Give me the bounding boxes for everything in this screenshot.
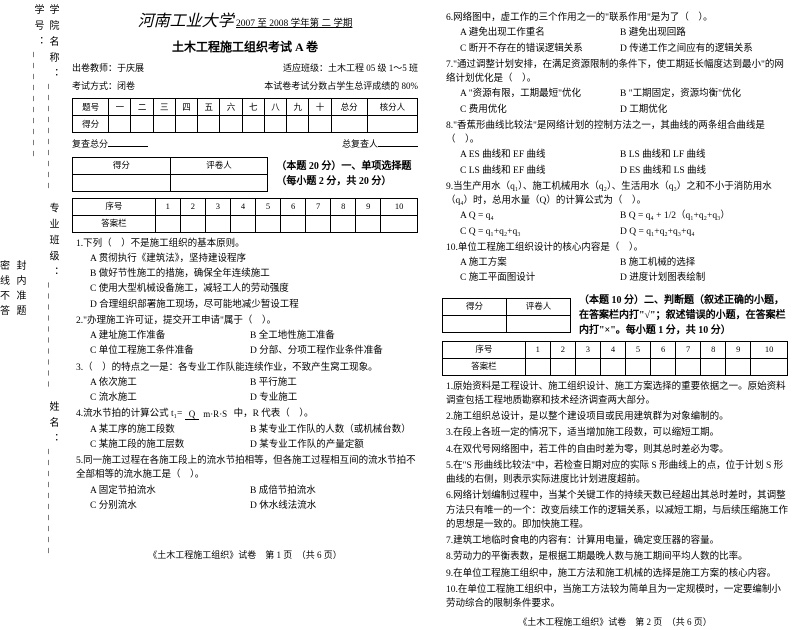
rubric-box-1: 得分评卷人 [72, 157, 268, 192]
q1-stem: 1.下列（ ）不是施工组织的基本原则。 [76, 237, 418, 251]
university-line: 河南工业大学 2007 至 2008 学年第 二 学期 [72, 10, 418, 34]
j10: 10.在单位工程施工组织中，当施工方法较为简单且为一定规模时，一定要编制小劳动综… [446, 583, 788, 612]
seal-line: 密 封 线 内 不 准 答 题 [0, 257, 30, 317]
answer-table-2: 序号12345678910 答案栏 [442, 341, 788, 376]
j9: 9.在单位工程施工组织中，施工方法和施工机械的选择是施工方案的核心内容。 [446, 567, 788, 581]
university-name: 河南工业大学 [138, 13, 234, 30]
page-2: 6.网络图中，虚工作的三个作用之一的"联系作用"是为了（ ）。 A 避免出现工作… [430, 0, 800, 566]
rubric-box-2: 得分评卷人 [442, 298, 571, 333]
q8-stem: 8."香蕉形曲线比较法"是网络计划的控制方法之一，其曲线的两条组合曲线是（ ）。 [446, 119, 788, 148]
q6-stem: 6.网络图中，虚工作的三个作用之一的"联系作用"是为了（ ）。 [446, 11, 788, 25]
section2-title: （本题 10 分）二、判断题（叙述正确的小题，在答案栏内打"√"；叙述错误的小题… [579, 293, 788, 338]
sidebar-fields: 学院名称：__________ 专业班级：__________ 姓名：_____… [30, 4, 60, 570]
q4-stem: 4.流水节拍的计算公式 t₁= Qm·R·S 中，R 代表（ ）。 [76, 407, 418, 421]
q3-stem: 3.（ ）的特点之一是：各专业工作队能连续作业，不致产生窝工现象。 [76, 361, 418, 375]
page-1: 河南工业大学 2007 至 2008 学年第 二 学期 土木工程施工组织考试 A… [60, 0, 430, 566]
exam-title: 土木工程施工组织考试 A 卷 [72, 38, 418, 56]
footer-2: 《土木工程施工组织》试卷 第 2 页 （共 6 页） [442, 612, 788, 630]
meta-row-2: 考试方式：闭卷 本试卷考试分数占学生总评成绩的 80% [72, 80, 418, 94]
method: 考试方式：闭卷 [72, 80, 135, 94]
score-table: 题号一二三四五六七八九十总分核分人 得分 [72, 98, 418, 133]
q7-stem: 7."通过调整计划安排，在满足资源限制的条件下，使工期延长幅度达到最小"的网络计… [446, 58, 788, 87]
teacher: 出卷教师：于庆展 [72, 62, 144, 76]
j5: 5.在"S 形曲线比较法"中，若检查日期对应的实际 S 形曲线上的点，位于计划 … [446, 459, 788, 488]
weight: 本试卷考试分数占学生总评成绩的 80% [264, 80, 418, 94]
review-row: 复查总分 总复查人 [72, 138, 418, 152]
class: 适应班级：土木工程 05 级 1～5 班 [283, 62, 418, 76]
j6: 6.网络计划编制过程中，当某个关键工作的持续天数已经超出其总时差时，其调整方法只… [446, 489, 788, 532]
binding-sidebar: 学院名称：__________ 专业班级：__________ 姓名：_____… [0, 0, 60, 574]
section1-title: （本题 20 分）一、单项选择题（每小题 2 分，共 20 分） [276, 159, 418, 189]
term-text: 2007 至 2008 学年第 二 学期 [236, 19, 352, 29]
j3: 3.在段上各班一定的情况下，适当增加施工段数，可以缩短工期。 [446, 426, 788, 440]
q2-stem: 2."办理施工许可证，提交开工申请"属于（ ）。 [76, 314, 418, 328]
j4: 4.在双代号网络图中，若工件的自由时差为零，则其总时差必为零。 [446, 443, 788, 457]
j7: 7.建筑工地临时食电的内容有：计算用电量，确定变压器的容量。 [446, 534, 788, 548]
j2: 2.施工组织总设计，是以整个建设项目或民用建筑群为对象编制的。 [446, 410, 788, 424]
q9-stem: 9.当生产用水（q₁）、施工机械用水（q₂）、生活用水（q₃）之和不小于消防用水… [446, 180, 788, 209]
j8: 8.劳动力的平衡表数，是根据工期最晚人数与施工期间平均人数的比率。 [446, 550, 788, 564]
footer-1: 《土木工程施工组织》试卷 第 1 页 （共 6 页） [72, 545, 418, 563]
q10-stem: 10.单位工程施工组织设计的核心内容是（ ）。 [446, 241, 788, 255]
j1: 1.原始资料是工程设计、施工组织设计、施工方案选择的重要依据之一。原始资料调查包… [446, 380, 788, 409]
meta-row-1: 出卷教师：于庆展 适应班级：土木工程 05 级 1～5 班 [72, 62, 418, 76]
answer-table-1: 序号12345678910 答案栏 [72, 198, 418, 233]
q5-stem: 5.同一施工过程在各施工段上的流水节拍相等，但各施工过程相互间的流水节拍不全部相… [76, 454, 418, 483]
